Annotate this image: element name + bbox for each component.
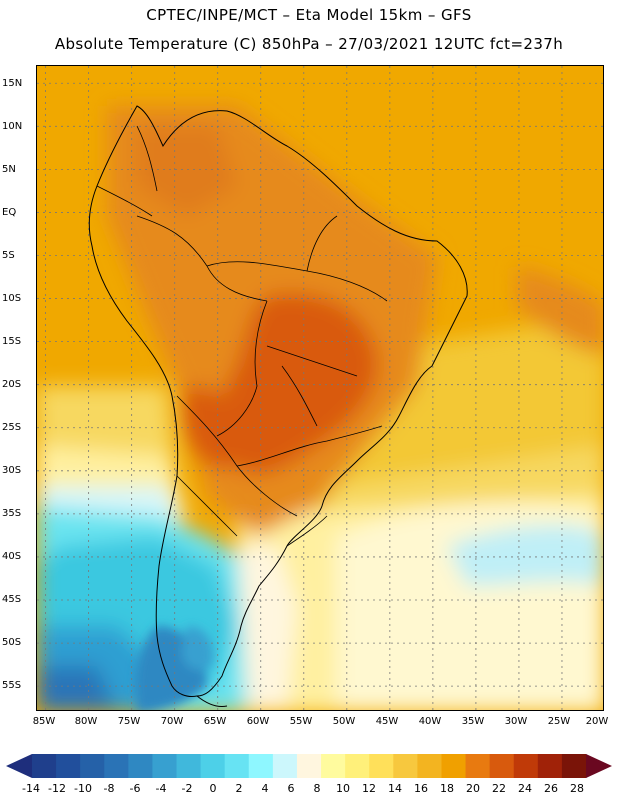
temperature-map — [37, 66, 603, 710]
lat-label: 40S — [2, 551, 22, 562]
lat-label: 45S — [2, 594, 22, 605]
colorbar-label: 26 — [544, 782, 558, 795]
colorbar-cell — [224, 754, 250, 778]
colorbar-label: 6 — [287, 782, 295, 795]
lat-label: 20S — [2, 379, 22, 390]
colorbar-label: 24 — [518, 782, 532, 795]
temperature-shading-detail — [135, 626, 214, 710]
colorbar-cell — [104, 754, 129, 778]
colorbar-label: 2 — [235, 782, 243, 795]
lat-label: 25S — [2, 422, 22, 433]
lat-label: 5S — [2, 250, 15, 261]
colorbar-label: -8 — [103, 782, 115, 795]
lon-label: 65W — [203, 716, 227, 727]
colorbar-cell — [393, 754, 418, 778]
colorbar-label: -2 — [181, 782, 193, 795]
colorbar-label: 28 — [570, 782, 584, 795]
colorbar-cell — [513, 754, 539, 778]
colorbar-high-arrow — [586, 754, 612, 778]
colorbar-label: 14 — [388, 782, 402, 795]
lon-label: 85W — [32, 716, 56, 727]
colorbar-label: 12 — [362, 782, 376, 795]
colorbar-label: 0 — [209, 782, 217, 795]
colorbar-cell — [32, 754, 57, 778]
map-panel — [36, 65, 604, 711]
colorbar-cell — [128, 754, 153, 778]
colorbar-cell — [489, 754, 515, 778]
colorbar-cell — [441, 754, 467, 778]
lat-label: 10N — [2, 121, 23, 132]
colorbar-label: 8 — [313, 782, 321, 795]
lat-label: 55S — [2, 680, 22, 691]
colorbar-label: 4 — [261, 782, 269, 795]
colorbar-label: 20 — [466, 782, 480, 795]
colorbar-cell — [465, 754, 491, 778]
colorbar-cell — [296, 754, 322, 778]
colorbar-cell — [80, 754, 105, 778]
lon-label: 75W — [117, 716, 141, 727]
colorbar-cell — [176, 754, 202, 778]
colorbar-cell — [272, 754, 298, 778]
lat-label: 35S — [2, 508, 22, 519]
colorbar-cell — [248, 754, 274, 778]
lon-label: 60W — [246, 716, 270, 727]
colorbar-label: -4 — [155, 782, 167, 795]
colorbar-cell — [369, 754, 394, 778]
lon-label: 70W — [160, 716, 184, 727]
colorbar-cell — [537, 754, 563, 778]
lat-label: 5N — [2, 164, 16, 175]
lat-label: EQ — [2, 207, 17, 218]
lon-label: 45W — [375, 716, 399, 727]
coastlines — [88, 105, 468, 707]
colorbar-cell — [345, 754, 370, 778]
lon-label: 35W — [461, 716, 485, 727]
lon-label: 50W — [332, 716, 356, 727]
country-borders — [96, 125, 388, 547]
lat-label: 10S — [2, 293, 22, 304]
lon-label: 80W — [74, 716, 98, 727]
lon-label: 20W — [585, 716, 609, 727]
lon-label: 30W — [504, 716, 528, 727]
temperature-shading — [37, 106, 603, 710]
gridlines — [37, 66, 603, 710]
map-title: CPTEC/INPE/MCT – Eta Model 15km – GFS — [146, 6, 472, 24]
lon-label: 55W — [289, 716, 313, 727]
lon-label: 40W — [418, 716, 442, 727]
colorbar-cell — [417, 754, 442, 778]
colorbar — [6, 754, 612, 778]
colorbar-label: 10 — [336, 782, 350, 795]
colorbar-cell — [152, 754, 178, 778]
lon-label: 25W — [547, 716, 571, 727]
colorbar-low-arrow — [6, 754, 32, 778]
colorbar-cells — [32, 754, 587, 778]
colorbar-label: -14 — [22, 782, 40, 795]
colorbar-label: -10 — [74, 782, 92, 795]
colorbar-label: 16 — [414, 782, 428, 795]
map-subtitle: Absolute Temperature (C) 850hPa – 27/03/… — [54, 35, 564, 53]
colorbar-label: -12 — [48, 782, 66, 795]
lat-label: 30S — [2, 465, 22, 476]
colorbar-cell — [56, 754, 81, 778]
lat-label: 15N — [2, 78, 23, 89]
colorbar-cell — [561, 754, 587, 778]
colorbar-label: 22 — [492, 782, 506, 795]
colorbar-cell — [321, 754, 346, 778]
colorbar-label: -6 — [129, 782, 141, 795]
colorbar-label: 18 — [440, 782, 454, 795]
colorbar-cell — [200, 754, 226, 778]
lat-label: 15S — [2, 336, 22, 347]
lat-label: 50S — [2, 637, 22, 648]
